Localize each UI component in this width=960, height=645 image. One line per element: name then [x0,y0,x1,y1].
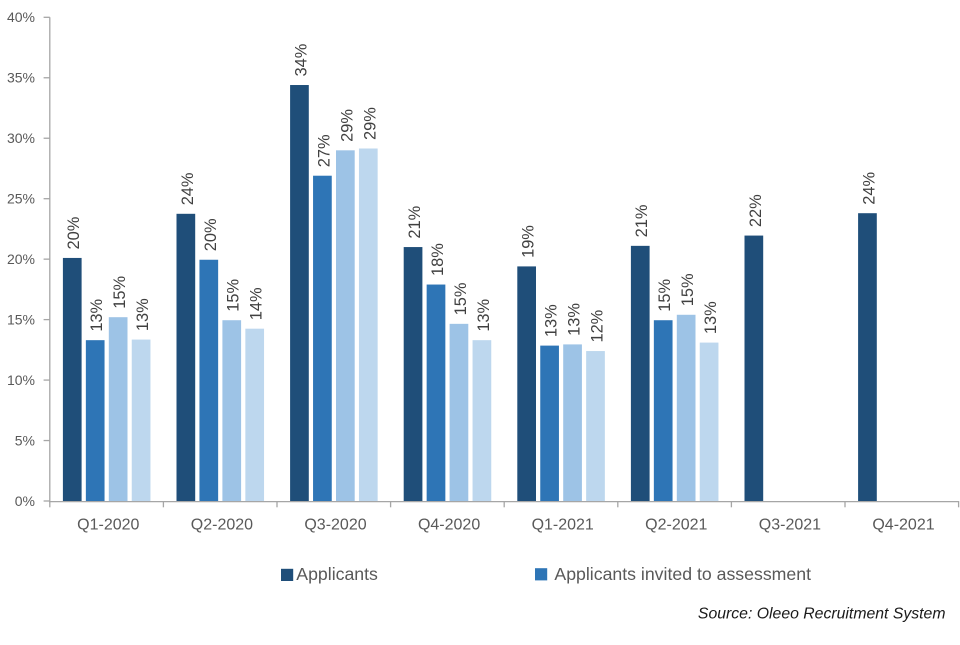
svg-text:Applicants: Applicants [296,564,378,584]
svg-text:10%: 10% [7,372,35,388]
svg-text:Q1-2020: Q1-2020 [77,517,139,534]
svg-text:Q2-2021: Q2-2021 [645,517,707,534]
svg-text:12%: 12% [589,310,607,343]
svg-text:13%: 13% [702,301,720,334]
svg-text:Q3-2020: Q3-2020 [304,517,366,534]
svg-text:15%: 15% [452,283,470,316]
svg-text:18%: 18% [429,243,447,276]
svg-text:15%: 15% [111,276,129,309]
svg-text:13%: 13% [566,303,584,336]
svg-text:25%: 25% [7,191,35,207]
svg-text:21%: 21% [633,205,651,238]
svg-text:19%: 19% [520,225,538,258]
svg-text:29%: 29% [361,107,379,140]
svg-text:21%: 21% [406,206,424,239]
svg-text:Applicants invited to assessme: Applicants invited to assessment [554,564,811,584]
svg-text:24%: 24% [860,172,878,205]
svg-text:Q2-2020: Q2-2020 [191,517,253,534]
svg-text:29%: 29% [338,109,356,142]
svg-text:34%: 34% [292,44,310,77]
svg-text:20%: 20% [202,218,220,251]
svg-text:14%: 14% [248,287,266,320]
svg-text:27%: 27% [315,134,333,167]
svg-text:0%: 0% [15,493,35,509]
svg-text:13%: 13% [134,298,152,331]
svg-text:Q3-2021: Q3-2021 [759,517,821,534]
svg-text:Q1-2021: Q1-2021 [532,517,594,534]
svg-text:Q4-2021: Q4-2021 [872,517,934,534]
svg-text:13%: 13% [543,304,561,337]
svg-text:Source: Oleeo Recruitment Syst: Source: Oleeo Recruitment System [698,605,946,622]
svg-text:5%: 5% [15,432,35,448]
svg-text:15%: 15% [7,312,35,328]
svg-text:15%: 15% [679,273,697,306]
svg-text:24%: 24% [179,172,197,205]
svg-text:40%: 40% [7,9,35,25]
svg-text:35%: 35% [7,70,35,86]
svg-text:15%: 15% [225,279,243,312]
svg-text:15%: 15% [656,279,674,312]
svg-text:20%: 20% [65,217,83,250]
svg-text:Q4-2020: Q4-2020 [418,517,480,534]
svg-text:13%: 13% [88,299,106,332]
svg-text:20%: 20% [7,251,35,267]
svg-text:22%: 22% [747,194,765,227]
svg-text:13%: 13% [475,299,493,332]
svg-text:30%: 30% [7,130,35,146]
